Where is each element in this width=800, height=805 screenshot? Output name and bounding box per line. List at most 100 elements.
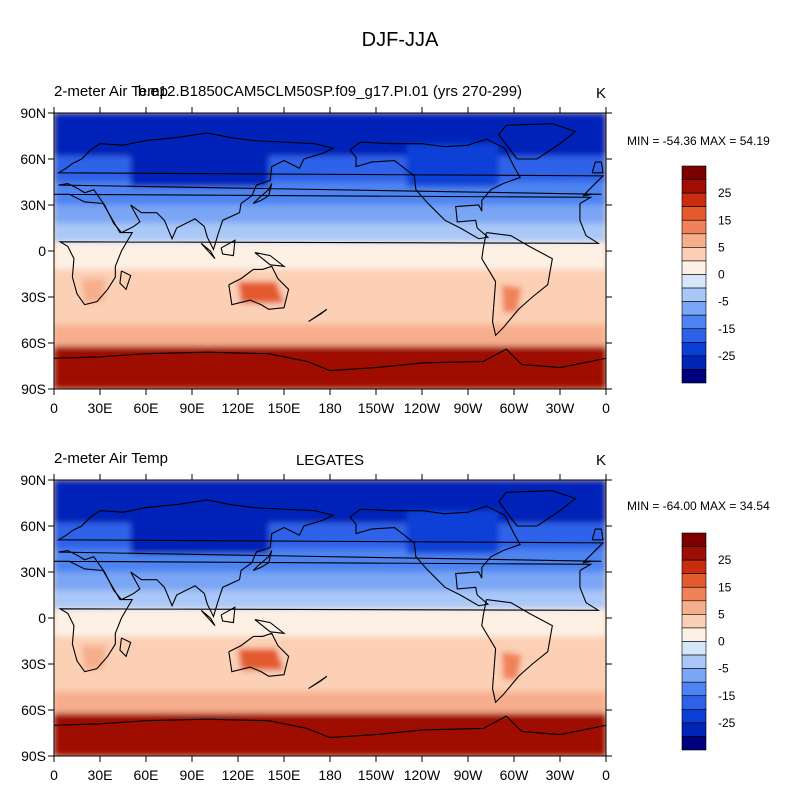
coastline xyxy=(481,232,553,337)
coastline xyxy=(252,550,273,571)
lon-label: 180 xyxy=(318,767,342,783)
lon-label: 0 xyxy=(50,767,58,783)
colorbar-label: 25 xyxy=(718,553,732,567)
colorbar-swatch xyxy=(681,328,707,343)
lon-label: 0 xyxy=(602,767,610,783)
colorbar-swatch xyxy=(681,274,707,289)
colorbar-label: 15 xyxy=(718,213,732,227)
lon-label: 90E xyxy=(180,400,205,416)
lon-label: 120W xyxy=(404,400,441,416)
colorbar-label: 0 xyxy=(718,268,725,282)
coastline xyxy=(228,632,290,677)
coastline xyxy=(220,239,236,257)
coastline xyxy=(252,183,273,204)
field-patch xyxy=(501,651,522,680)
coastline xyxy=(308,675,328,689)
lon-label: 30W xyxy=(546,767,576,783)
lon-label: 120E xyxy=(222,767,255,783)
coastline xyxy=(54,193,601,306)
field-band xyxy=(54,590,606,609)
lat-label: 90S xyxy=(21,748,46,764)
coastline xyxy=(254,251,286,268)
coastline xyxy=(119,270,132,291)
lat-label: 60S xyxy=(21,335,46,351)
field-patch xyxy=(406,143,499,187)
panel-obs: 2-meter Air Temp LEGATES K MIN = -64.00 … xyxy=(20,450,770,783)
panel-units: K xyxy=(596,85,606,102)
colorbar-swatch xyxy=(681,233,707,248)
colorbar-swatch xyxy=(681,260,707,275)
coastline xyxy=(497,123,577,160)
coastline xyxy=(497,490,577,527)
lon-label: 60W xyxy=(500,400,530,416)
colorbar-swatch xyxy=(681,681,707,697)
coastline xyxy=(54,560,601,673)
lat-label: 30S xyxy=(21,289,46,305)
field-patch xyxy=(238,281,284,304)
colorbar-label: -25 xyxy=(718,716,736,730)
colorbar-swatch xyxy=(681,695,707,710)
lon-label: 150W xyxy=(358,767,395,783)
colorbar-label: 15 xyxy=(718,580,732,594)
lon-label: 60E xyxy=(134,767,159,783)
lon-label: 150E xyxy=(268,400,301,416)
colorbar-swatch xyxy=(681,668,707,683)
field-patch xyxy=(406,510,499,554)
colorbar-swatch xyxy=(681,559,707,574)
coastline xyxy=(349,138,521,240)
colorbar-swatch xyxy=(681,219,707,235)
colorbar-swatch xyxy=(681,355,707,370)
colorbar-swatch xyxy=(681,179,707,194)
colorbar-swatch xyxy=(681,641,707,656)
colorbar-label: 25 xyxy=(718,186,732,200)
lon-label: 120E xyxy=(222,400,255,416)
colorbar-swatch xyxy=(681,586,707,602)
colorbar-swatch xyxy=(681,614,707,629)
coastline xyxy=(228,265,290,310)
colorbar-label: 5 xyxy=(718,607,725,621)
colorbar-swatch xyxy=(681,736,707,751)
colorbar-swatch xyxy=(681,369,707,384)
colorbar-swatch xyxy=(681,573,707,588)
colorbar-swatch xyxy=(681,654,707,669)
lon-label: 150W xyxy=(358,400,395,416)
colorbar: 25 15 5 0 -5 -15 -25 xyxy=(681,165,736,384)
lon-label: 90W xyxy=(454,767,484,783)
field-patch xyxy=(81,278,107,304)
field-band xyxy=(54,223,606,242)
colorbar-label: -5 xyxy=(718,662,729,676)
lon-label: 150E xyxy=(268,767,301,783)
coastline xyxy=(349,505,521,607)
lat-label: 90N xyxy=(20,105,46,121)
colorbar-swatch xyxy=(681,247,707,262)
field-band xyxy=(54,608,606,637)
coastline xyxy=(220,606,236,624)
coastline xyxy=(54,348,606,372)
lat-label: 30N xyxy=(20,564,46,580)
lon-label: 90W xyxy=(454,400,484,416)
field-patch xyxy=(130,140,269,187)
lat-label: 90N xyxy=(20,472,46,488)
colorbar-swatch xyxy=(681,342,707,357)
colorbar-label: 5 xyxy=(718,240,725,254)
panel-center-title: LEGATES xyxy=(296,452,364,469)
lat-label: 30S xyxy=(21,656,46,672)
map-field xyxy=(54,113,606,389)
lon-label: 30E xyxy=(88,400,113,416)
field-band xyxy=(54,269,606,325)
panel-stats: MIN = -64.00 MAX = 34.54 xyxy=(627,499,770,513)
panel-stats: MIN = -54.36 MAX = 54.19 xyxy=(627,134,770,148)
coastline xyxy=(54,715,606,739)
map-field xyxy=(54,480,606,756)
field-patch xyxy=(238,648,284,671)
lat-label: 60S xyxy=(21,702,46,718)
field-band xyxy=(54,713,606,756)
coastline xyxy=(200,242,216,260)
lon-label: 0 xyxy=(602,400,610,416)
colorbar-swatch xyxy=(681,627,707,642)
lat-label: 0 xyxy=(38,610,46,626)
lon-label: 0 xyxy=(50,400,58,416)
field-band xyxy=(54,346,606,389)
colorbar-label: -15 xyxy=(718,322,736,336)
